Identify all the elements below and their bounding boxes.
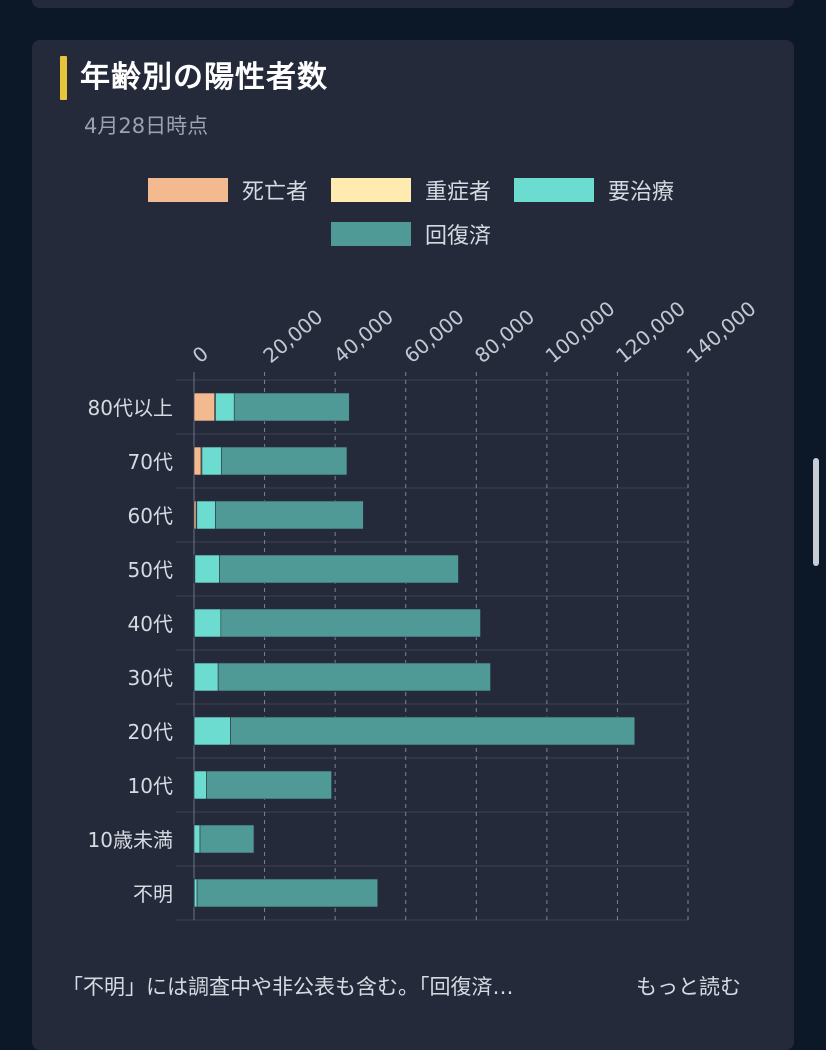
category-label: 不明	[133, 882, 173, 906]
category-label: 70代	[128, 450, 173, 474]
bar-segment	[215, 500, 364, 530]
category-label: 40代	[128, 612, 173, 636]
card-title: 年齢別の陽性者数	[80, 60, 328, 95]
x-tick-label: 20,000	[258, 304, 327, 367]
bar-segment	[230, 716, 636, 746]
bar-segment	[193, 770, 207, 800]
legend-swatch-deceased	[148, 178, 228, 202]
title-accent-bar	[60, 56, 67, 100]
bar-segment	[193, 716, 231, 746]
bar-segment	[196, 500, 216, 530]
bar-segment	[201, 446, 222, 476]
bar-segment	[196, 878, 379, 908]
legend-swatch-severe	[331, 178, 411, 202]
category-label: 50代	[128, 558, 173, 582]
legend-label-recovered: 回復済	[425, 224, 492, 249]
legend-swatch-recovered	[331, 222, 411, 246]
category-label: 30代	[128, 666, 173, 690]
category-label: 10代	[128, 774, 173, 798]
scrollbar-thumb[interactable]	[813, 458, 819, 566]
read-more-link[interactable]: もっと読む	[636, 975, 741, 999]
bar-segment	[215, 392, 235, 422]
legend-label-deceased: 死亡者	[242, 180, 309, 205]
legend-item-recovered[interactable]: 回復済	[331, 219, 491, 249]
bar-segment	[217, 662, 491, 692]
category-label: 20代	[128, 720, 173, 744]
bar-segment	[193, 500, 197, 530]
legend-item-treatment[interactable]: 要治療	[514, 175, 674, 205]
bar-segment	[219, 554, 459, 584]
x-tick-label: 0	[188, 341, 213, 368]
previous-card	[32, 0, 794, 8]
age-positive-card	[32, 40, 794, 1050]
age-bar-chart: 0 20,000 40,000 60,000 80,000 100,000120,0001…	[88, 296, 761, 921]
legend-item-deceased[interactable]: 死亡者	[148, 175, 308, 205]
legend-swatch-treatment	[514, 178, 594, 202]
bar-segment	[193, 446, 202, 476]
bar-segment	[193, 824, 201, 854]
bar-segment	[194, 554, 220, 584]
category-label: 10歳未満	[88, 828, 173, 852]
x-tick-label: 80,000	[470, 304, 539, 367]
legend-label-severe: 重症者	[425, 180, 492, 205]
category-label: 80代以上	[88, 396, 173, 420]
bar-segment	[194, 608, 222, 638]
card-subtitle: 4月28日時点	[84, 114, 209, 138]
bar-segment	[193, 878, 198, 908]
legend-label-treatment: 要治療	[608, 180, 675, 205]
bar-segment	[220, 608, 481, 638]
bar-segment	[193, 662, 219, 692]
category-label: 60代	[128, 504, 173, 528]
bar-segment	[233, 392, 350, 422]
x-tick-label: 120,000	[611, 296, 690, 368]
bar-segment	[206, 770, 332, 800]
x-tick-label: 140,000	[682, 296, 761, 368]
legend-item-severe[interactable]: 重症者	[331, 175, 491, 205]
bar-segment	[193, 392, 215, 422]
x-tick-label: 60,000	[400, 304, 469, 367]
bar-segment	[199, 824, 255, 854]
footer-note: 「不明」には調査中や非公表も含む。「回復済…	[62, 975, 514, 999]
x-tick-label: 100,000	[541, 296, 620, 368]
bar-segment	[221, 446, 348, 476]
x-tick-label: 40,000	[329, 304, 398, 367]
